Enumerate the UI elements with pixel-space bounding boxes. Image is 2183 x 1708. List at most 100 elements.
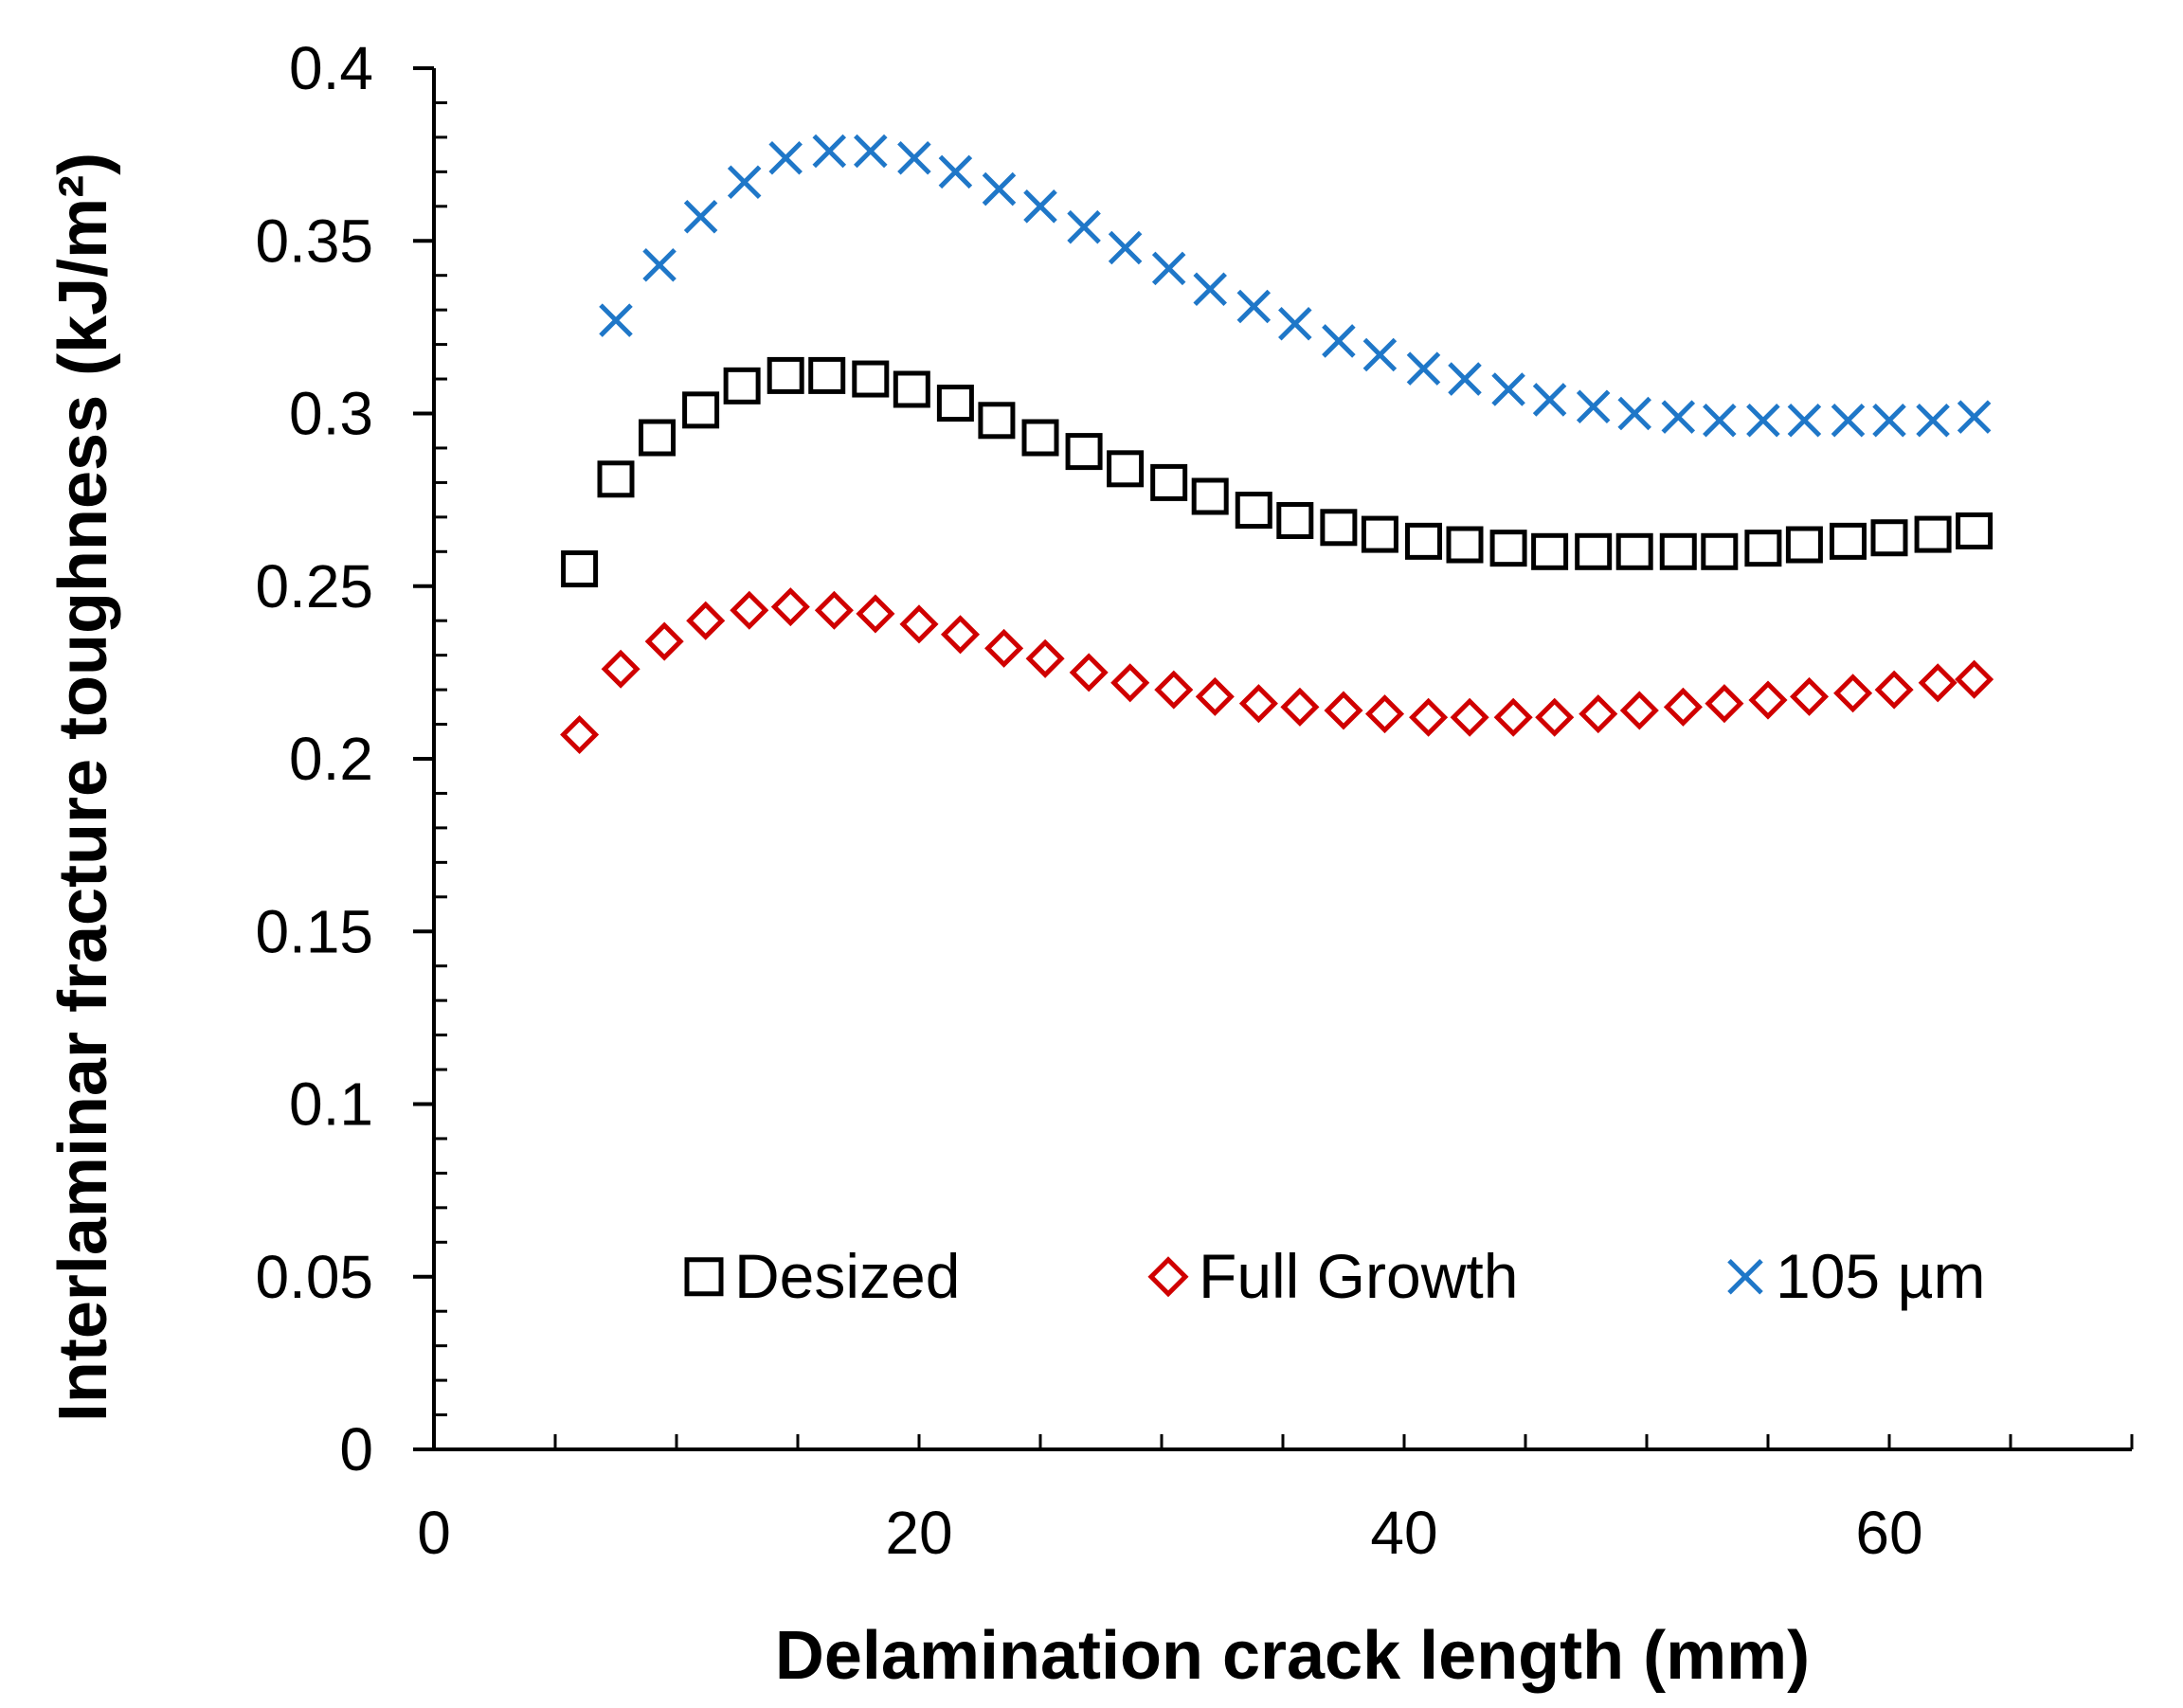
data-point-x-stroke-b <box>1108 230 1143 265</box>
data-point-x-stroke-b <box>683 199 718 234</box>
data-point-square <box>852 360 890 398</box>
data-point-x <box>982 171 1017 207</box>
data-point-x <box>1322 324 1356 358</box>
data-point-diamond <box>856 594 895 634</box>
data-point-diamond <box>560 714 600 755</box>
data-point-diamond <box>1918 663 1957 703</box>
y-tick-label: 0.35 <box>255 207 373 275</box>
y-tick-label: 0.15 <box>255 897 373 965</box>
data-point-diamond <box>899 604 939 644</box>
data-point-x-stroke-b <box>1576 389 1611 423</box>
data-point-x-stroke-b <box>599 303 633 337</box>
data-point-square <box>1701 532 1739 570</box>
data-point-square <box>1575 532 1613 570</box>
axes: 0 0.05 0.1 0.15 0.2 0.25 0.3 0.35 0.4 0 20 40 60 <box>255 34 2134 1567</box>
data-point-diamond <box>1833 674 1873 713</box>
data-point-x-stroke-b <box>1703 404 1737 438</box>
legend-label: Full Growth <box>1199 1241 1518 1311</box>
x-tick-label: 20 <box>885 1499 952 1567</box>
data-point-square <box>1404 522 1442 560</box>
data-point-x-stroke-b <box>897 141 931 175</box>
data-point-x <box>938 154 973 189</box>
x-axis-title: Delamination crack length (mm) <box>775 1618 1810 1694</box>
data-point-x-stroke-b <box>1322 324 1356 358</box>
data-point-square <box>682 391 720 429</box>
data-point-x <box>1532 383 1567 417</box>
data-point-diamond <box>1705 684 1744 724</box>
x-tick-label: 0 <box>417 1499 451 1567</box>
data-point-square <box>1531 532 1569 570</box>
legend-entry-2: 105 µm <box>1727 1241 1985 1311</box>
data-point-x <box>1703 404 1737 438</box>
legend-marker-x <box>1727 1258 1763 1295</box>
y-tick-label: 0 <box>339 1415 373 1483</box>
data-point-x <box>1448 362 1482 396</box>
y-tick-label: 0.3 <box>289 380 373 448</box>
data-point-x-stroke-b <box>1193 272 1227 307</box>
data-point-square <box>1021 419 1059 457</box>
data-point-diamond <box>686 601 726 640</box>
data-point-square <box>639 419 677 457</box>
data-point-square <box>1914 515 1952 553</box>
data-point-x <box>1787 404 1822 438</box>
data-point-x <box>1831 404 1866 438</box>
data-point-diamond <box>1955 659 1994 699</box>
data-point-square <box>1150 463 1188 501</box>
data-point-x-stroke-b <box>1746 404 1780 438</box>
data-point-x <box>1957 400 1992 434</box>
data-point-x <box>1491 372 1525 406</box>
data-point-x <box>812 134 847 169</box>
legend: Desized Full Growth 105 µm <box>684 1241 1985 1311</box>
data-point-square <box>1785 526 1823 564</box>
data-point-square <box>1320 509 1358 547</box>
data-point-x <box>1406 351 1441 386</box>
data-point-x-stroke-b <box>1957 400 1992 434</box>
data-point-diamond <box>644 621 684 661</box>
data-point-square <box>1956 512 1994 549</box>
data-point-x-stroke-b <box>1236 289 1272 324</box>
data-point-square <box>1065 433 1103 471</box>
data-point-x <box>897 141 931 175</box>
data-point-x-stroke-b <box>1491 372 1525 406</box>
data-point-square <box>1107 450 1145 488</box>
data-point-square <box>1235 492 1272 530</box>
data-point-diamond <box>1789 676 1830 716</box>
data-point-square <box>1615 532 1653 570</box>
data-point-x <box>1362 337 1398 372</box>
y-tick-label: 0.4 <box>289 34 373 102</box>
series-2 <box>599 134 1992 438</box>
data-point-diamond <box>1450 697 1489 737</box>
data-point-diamond <box>1025 638 1065 678</box>
data-point-x <box>1576 389 1611 423</box>
data-point-x-stroke-b <box>642 247 677 282</box>
data-point-square <box>597 460 635 498</box>
legend-label: 105 µm <box>1776 1241 1985 1311</box>
data-point-x <box>1023 189 1057 224</box>
data-point-square <box>561 550 599 588</box>
data-point-diamond <box>1579 694 1618 734</box>
data-point-square <box>936 385 974 423</box>
data-point-square <box>723 367 761 405</box>
data-point-square <box>1659 532 1697 570</box>
data-point-diamond <box>1324 691 1363 730</box>
data-point-x <box>599 303 633 337</box>
data-point-diamond <box>1874 670 1914 710</box>
data-point-x <box>1916 404 1950 438</box>
data-point-x-stroke-b <box>1617 396 1651 431</box>
data-point-diamond <box>1409 697 1449 737</box>
data-point-square <box>1744 530 1782 567</box>
data-point-x-stroke-b <box>1067 209 1101 244</box>
data-point-x-stroke-b <box>812 134 847 169</box>
legend-marker-x-stroke-b <box>1727 1258 1763 1295</box>
data-point-x <box>642 247 677 282</box>
data-point-x <box>1872 404 1906 438</box>
data-point-diamond <box>814 590 854 630</box>
legend-entry-0: Desized <box>684 1241 960 1311</box>
data-point-x <box>1661 400 1696 434</box>
data-point-square <box>1446 526 1484 564</box>
data-point-x-stroke-b <box>854 134 888 169</box>
data-point-x-stroke-b <box>982 171 1017 207</box>
data-point-square <box>978 402 1016 440</box>
data-point-x <box>1278 306 1312 341</box>
